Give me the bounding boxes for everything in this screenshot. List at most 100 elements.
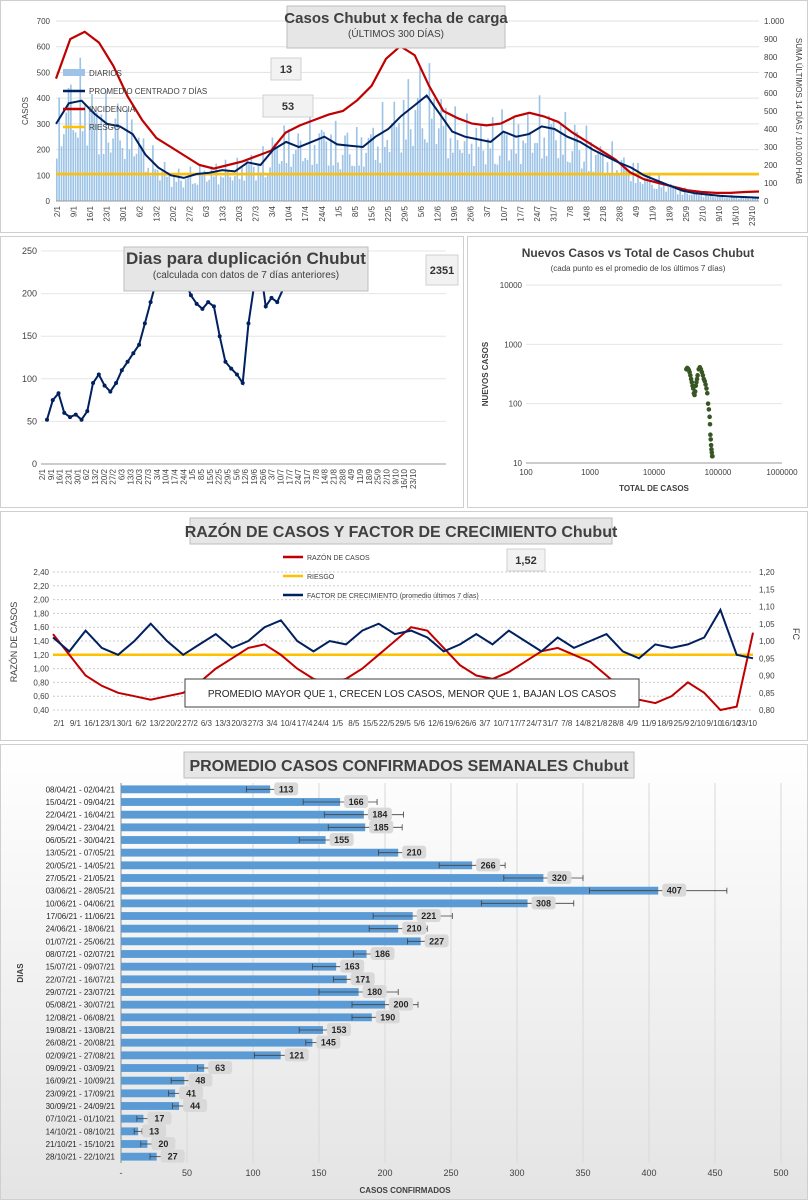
chart1-daily-bar <box>557 158 560 201</box>
chart1-daily-bar <box>105 90 107 201</box>
chart1-daily-bar <box>564 112 567 201</box>
chart1-daily-bar <box>669 183 672 201</box>
chart1-daily-bar <box>665 191 667 201</box>
chart1-title-box <box>286 5 506 49</box>
chart5-category-label: 22/07/21 - 16/07/21 <box>46 975 116 984</box>
chart1-daily-bar <box>740 197 742 201</box>
chart1-daily-bar <box>662 182 665 201</box>
chart1-daily-bar <box>290 166 292 201</box>
chart1-daily-bar <box>280 160 283 201</box>
chart4-xtick: 27/3 <box>248 719 264 728</box>
chart1-daily-bar <box>676 194 679 201</box>
chart4-ytick-right: 1,20 <box>759 568 775 577</box>
chart4-ytick: 1,80 <box>33 609 49 618</box>
chart1-daily-bar <box>470 143 473 201</box>
chart1-daily-bar <box>203 170 206 201</box>
chart5-data-label: 27 <box>168 1152 178 1162</box>
chart1-daily-bar <box>691 194 693 201</box>
chart1-xtick: 19/6 <box>450 205 459 221</box>
chart-casos: 0 100 200 300 400 500 600 700 0 100 200 300 400 500 60… <box>21 5 803 226</box>
chart3-subtitle: (cada punto es el promedio de los último… <box>551 264 726 273</box>
chart1-daily-bar <box>604 172 606 201</box>
chart5-bar <box>121 1114 144 1123</box>
chart1-legend-swatch <box>63 69 85 76</box>
chart1-daily-bar <box>440 99 442 201</box>
chart1-daily-bar <box>449 138 452 201</box>
chart1-daily-bar <box>536 142 539 201</box>
chart5-label-box <box>375 1010 400 1024</box>
chart1-daily-bar <box>292 154 295 201</box>
chart5-label-box <box>389 997 413 1011</box>
chart1-xtick: 29/5 <box>401 205 410 221</box>
chart1-daily-bar <box>208 179 210 201</box>
chart1-xtick: 11/9 <box>649 205 658 221</box>
chart5-xtick: 150 <box>311 1168 326 1178</box>
chart5-data-label: 13 <box>149 1126 159 1136</box>
chart4-xtick: 22/5 <box>379 719 395 728</box>
chart1-daily-bar <box>473 165 475 201</box>
chart4-ytick: 2,00 <box>33 596 49 605</box>
chart1-daily-bar <box>730 194 733 201</box>
chart1-daily-bar <box>590 142 592 201</box>
chart5-label-box <box>547 871 572 884</box>
chart1-daily-bar <box>400 152 403 201</box>
chart4-xtick: 23/10 <box>737 719 758 728</box>
chart1-ytick: 600 <box>37 43 51 52</box>
chart1-daily-bar <box>372 127 374 201</box>
chart1-daily-bar <box>592 171 595 201</box>
chart1-daily-bar <box>498 155 501 201</box>
chart1-daily-bar <box>648 172 651 201</box>
chart-scatter: Nuevos Casos vs Total de Casos Chubut (ca… <box>481 246 798 493</box>
chart3-ytick: 10000 <box>500 281 523 290</box>
chart5-label-box <box>147 1111 172 1125</box>
chart3-point <box>709 450 715 455</box>
chart1-daily-bar <box>651 184 653 201</box>
chart4-xtick: 13/2 <box>149 719 165 728</box>
chart3-point <box>707 414 712 420</box>
chart5-data-label: 153 <box>331 1025 346 1035</box>
chart1-daily-bar <box>173 173 175 201</box>
chart5-bar <box>121 810 364 819</box>
chart1-daily-bar <box>459 149 461 201</box>
chart1-ytick-right: 500 <box>764 107 778 116</box>
chart1-daily-bar <box>77 137 79 201</box>
chart4-xtick: 27/2 <box>182 719 198 728</box>
chart1-daily-bar <box>278 163 281 201</box>
chart1-daily-bar <box>84 105 86 201</box>
chart2-xtick: 3/7 <box>268 468 277 480</box>
chart1-xtick: 13/3 <box>218 205 227 221</box>
chart1-daily-bar <box>641 184 644 201</box>
chart3-xtick: 100000 <box>705 468 732 477</box>
chart1-daily-bar <box>512 115 515 201</box>
chart4-ytick: 0,80 <box>33 678 49 687</box>
chart1-xtick: 31/7 <box>549 205 558 221</box>
chart4-xtick: 26/6 <box>461 719 477 728</box>
chart5-label-box <box>367 807 392 821</box>
chart1-daily-bar <box>660 187 663 201</box>
chart5-xtick: 500 <box>773 1168 788 1178</box>
chart4-legend-label: FACTOR DE CRECIMIENTO (promedio últimos … <box>307 593 479 600</box>
chart1-daily-bar <box>426 142 428 201</box>
chart1-daily-bar <box>405 139 407 201</box>
chart3-point <box>692 389 698 394</box>
chart1-xtick: 17/7 <box>516 205 525 221</box>
chart4-ytick-right: 1,00 <box>759 637 775 646</box>
chart5-label-box <box>142 1124 167 1138</box>
chart1-daily-bar <box>318 133 321 201</box>
chart2-point <box>108 389 113 394</box>
chart1-xtick: 2/10 <box>698 205 707 221</box>
chart1-ytick-right: 400 <box>764 125 778 134</box>
chart2-point <box>200 306 205 311</box>
chart3-ylabel: NUEVOS CASOS <box>481 341 490 406</box>
chart1-daily-bar <box>580 168 583 201</box>
chart1-annotation-2-box <box>262 94 314 118</box>
chart1-xtick: 12/6 <box>434 205 443 221</box>
chart2-xtick: 17/4 <box>171 468 180 484</box>
chart5-data-label: 63 <box>215 1063 225 1073</box>
chart1-daily-bar <box>695 191 698 201</box>
chart1-daily-bar <box>482 150 485 201</box>
chart3-point <box>700 373 706 378</box>
chart1-daily-bar <box>273 143 276 201</box>
chart5-xtick: 350 <box>575 1168 590 1178</box>
chart5-data-label: 166 <box>349 797 364 807</box>
